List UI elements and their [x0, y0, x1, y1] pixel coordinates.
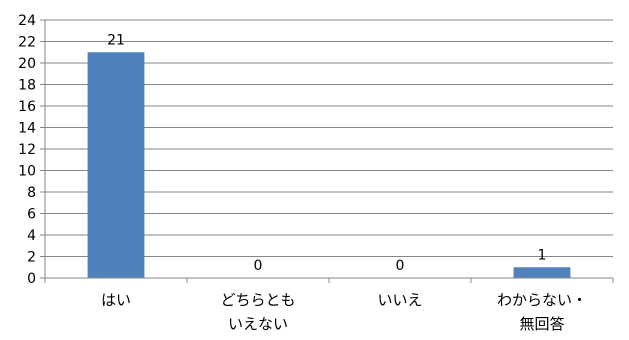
x-category-label: どちらとも: [220, 291, 295, 309]
data-label: 0: [254, 258, 263, 274]
y-tick-label: 22: [18, 35, 36, 51]
x-category-label: 無回答: [519, 315, 564, 333]
y-tick-label: 18: [18, 78, 36, 94]
y-tick-label: 8: [27, 185, 36, 201]
y-tick-label: 4: [27, 228, 36, 244]
data-label: 21: [107, 32, 125, 48]
y-tick-label: 6: [27, 207, 36, 223]
x-category-label: わからない・: [497, 291, 587, 309]
y-tick-label: 14: [18, 121, 36, 137]
axes: [40, 19, 614, 283]
x-category-label: いいえ: [377, 291, 422, 309]
y-tick-label: 24: [18, 13, 36, 29]
x-category-label: はい: [101, 291, 131, 309]
y-tick-label: 16: [18, 99, 36, 115]
bars: [87, 52, 571, 278]
data-labels: 21 0 0 1: [107, 32, 546, 274]
bar: [513, 267, 571, 278]
data-label: 0: [396, 258, 405, 274]
y-tick-label: 0: [27, 271, 36, 287]
y-tick-label: 12: [18, 142, 36, 158]
y-tick-label: 2: [27, 250, 36, 266]
bar: [87, 52, 145, 278]
data-label: 1: [538, 247, 547, 263]
y-tick-label: 10: [18, 164, 36, 180]
x-category-label: いえない: [228, 315, 288, 333]
y-tick-label: 20: [18, 56, 36, 72]
